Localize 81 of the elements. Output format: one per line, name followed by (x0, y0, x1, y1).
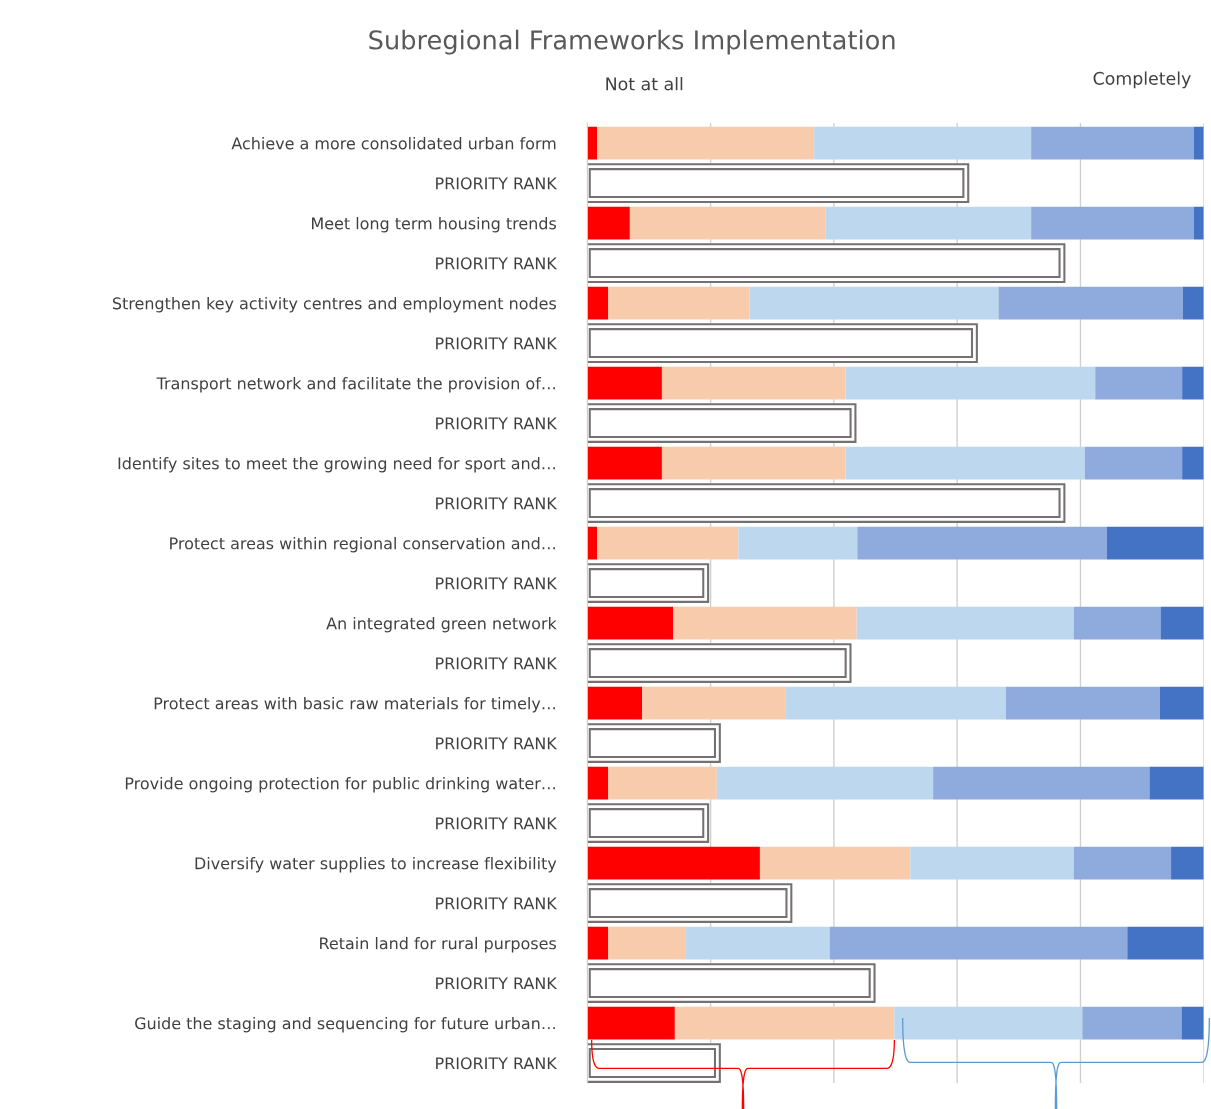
bar (1160, 606, 1204, 640)
bar (1084, 446, 1183, 480)
bar (587, 366, 662, 400)
bar (587, 766, 609, 800)
y-tick-label: PRIORITY RANK (436, 977, 558, 990)
bar (597, 526, 739, 560)
y-tick-label: Retain land for rural purposes (320, 936, 556, 953)
bar (587, 206, 630, 240)
text: Not at all (606, 76, 683, 91)
y-tick-label: Guide the staging and sequencing for future urban… (135, 1016, 555, 1033)
bar (685, 926, 830, 960)
bar (1082, 1006, 1182, 1040)
bar (597, 126, 815, 160)
y-tick-label: PRIORITY RANK (436, 257, 558, 270)
y-tick-label: PRIORITY RANK (436, 897, 558, 910)
bar (1095, 366, 1183, 400)
bar (894, 1006, 1083, 1040)
bar (1149, 766, 1204, 800)
bar (759, 846, 911, 880)
bar (1171, 846, 1204, 880)
bar (1182, 446, 1204, 480)
y-tick-label: Provide ongoing protection for public drinking water… (125, 777, 555, 793)
bar (857, 526, 1107, 560)
bar (1031, 126, 1194, 160)
bar (587, 286, 609, 320)
bar (1073, 846, 1172, 880)
y-tick-label: Protect areas within regional conservation and… (170, 537, 555, 553)
bar (716, 766, 934, 800)
bar (587, 926, 609, 960)
y-tick-label: PRIORITY RANK (436, 577, 558, 590)
bar (1181, 1006, 1204, 1040)
bar (673, 606, 857, 640)
y-tick-label: PRIORITY RANK (436, 1057, 558, 1070)
y-tick-label: An integrated green network (326, 617, 557, 633)
y-tick-label: PRIORITY RANK (436, 177, 558, 190)
bar (608, 926, 686, 960)
bar (845, 366, 1096, 400)
bar (1182, 366, 1204, 400)
bar (608, 766, 717, 800)
y-tick-label: Protect areas with basic raw materials for timely… (154, 697, 555, 713)
y-tick-label: Identify sites to meet the growing need for sport and… (118, 457, 555, 473)
y-tick-label: Achieve a more consolidated urban form (231, 137, 556, 150)
bar (1182, 286, 1204, 320)
bar (608, 286, 750, 320)
y-tick-label: PRIORITY RANK (436, 737, 558, 750)
y-tick-label: Meet long term housing trends (312, 217, 556, 233)
bar (825, 206, 1032, 240)
bar (587, 446, 662, 480)
y-tick-label: Strengthen key activity centres and employment nodes (112, 297, 556, 313)
bar (910, 846, 1074, 880)
bar (587, 846, 760, 880)
bar (661, 366, 846, 400)
bar (1031, 206, 1194, 240)
bar (829, 926, 1128, 960)
bar (1159, 686, 1204, 720)
y-tick-label: Diversify water supplies to increase flexibility (195, 856, 557, 873)
y-tick-label: PRIORITY RANK (436, 817, 558, 830)
bar (642, 686, 786, 720)
y-tick-label: PRIORITY RANK (436, 417, 558, 430)
text: Completely (1093, 71, 1191, 89)
y-tick-label: PRIORITY RANK (436, 337, 558, 350)
bar (933, 766, 1150, 800)
bar (738, 526, 858, 560)
bar (1005, 686, 1160, 720)
chart-title: Subregional Frameworks Implementation (369, 29, 895, 55)
bar (785, 686, 1006, 720)
bar (998, 286, 1183, 320)
bar (749, 286, 999, 320)
y-tick-label: PRIORITY RANK (436, 497, 558, 510)
bar (1127, 926, 1204, 960)
y-tick-label: PRIORITY RANK (436, 657, 558, 670)
bar (845, 446, 1085, 480)
bar (1106, 526, 1204, 560)
bar (1073, 606, 1161, 640)
bar (814, 126, 1032, 160)
bar (587, 606, 674, 640)
bar (661, 446, 846, 480)
y-tick-label: Transport network and facilitate the provision of… (156, 377, 555, 393)
bar (856, 606, 1074, 640)
bar (587, 686, 643, 720)
bar (629, 206, 826, 240)
